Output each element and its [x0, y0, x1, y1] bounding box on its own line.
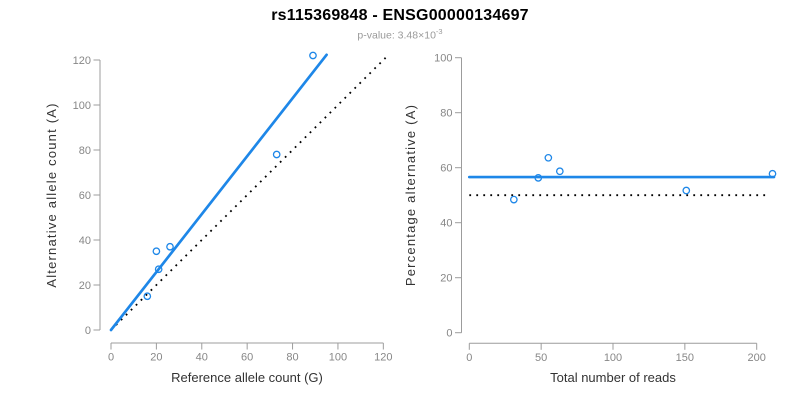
- percentage-alternative-x-tick-label: 100: [604, 352, 622, 364]
- percentage-alternative-y-tick-label: 100: [434, 53, 452, 65]
- pvalue-exponent: -3: [435, 27, 443, 36]
- percentage-alternative-data-point: [534, 174, 543, 182]
- percentage-alternative-y-axis-title: Percentage alternative (A): [403, 104, 418, 286]
- figure-subtitle: p-value: 3.48×10-3: [0, 27, 800, 42]
- allele-counts-data-point: [154, 265, 163, 274]
- pvalue-text: p-value: 3.48×10: [357, 29, 436, 42]
- allele-counts-x-tick-label: 100: [329, 352, 347, 364]
- allele-counts-y-tick-label: 80: [79, 145, 91, 157]
- percentage-alternative-x-tick-label: 200: [748, 352, 766, 364]
- percentage-alternative-y-tick-label: 40: [440, 218, 452, 230]
- allele-counts-x-axis-title: Reference allele count (G): [171, 370, 323, 385]
- allele-counts-y-tick-label: 100: [73, 100, 91, 112]
- allele-counts-data-point: [143, 292, 152, 301]
- allele-counts-data-point: [166, 242, 174, 251]
- percentage-alternative-y-tick-label: 0: [446, 328, 452, 340]
- allele-counts-y-axis-title: Alternative allele count (A): [44, 102, 59, 287]
- allele-counts-x-tick-label: 0: [108, 352, 114, 364]
- allele-counts-y-tick-label: 60: [79, 190, 91, 202]
- percentage-alternative-y-tick-label: 80: [440, 108, 452, 120]
- allele-counts-y-tick-label: 120: [73, 55, 91, 67]
- figure-title: rs115369848 - ENSG00000134697: [271, 7, 529, 24]
- allele-counts-fit-line: [109, 53, 328, 332]
- allele-counts-y-tick-label: 0: [85, 325, 91, 337]
- allele-counts-data-point: [272, 150, 281, 159]
- allele-counts-x-tick-label: 120: [374, 352, 392, 364]
- percentage-alternative-x-tick-label: 0: [466, 352, 472, 364]
- allele-counts-x-tick-label: 20: [150, 352, 162, 364]
- allele-counts-x-tick-label: 80: [286, 352, 298, 364]
- percentage-alternative-x-tick-label: 150: [676, 352, 694, 364]
- allele-counts-reference-line: [110, 57, 387, 331]
- percentage-alternative-y-tick-label: 20: [440, 273, 452, 285]
- allele-counts-data-point: [152, 247, 161, 256]
- allele-counts-x-tick-label: 60: [241, 352, 253, 364]
- allele-counts-y-tick-label: 40: [79, 235, 91, 247]
- allele-counts-x-tick-label: 40: [196, 352, 208, 364]
- percentage-alternative-data-point: [509, 195, 518, 204]
- allele-counts-data-point: [309, 51, 317, 60]
- percentage-alternative-data-point: [682, 186, 691, 195]
- percentage-alternative-y-tick-label: 60: [440, 163, 452, 175]
- percentage-alternative-data-point: [544, 153, 553, 162]
- percentage-alternative-data-point: [768, 169, 777, 178]
- allele-counts-y-tick-label: 20: [79, 280, 91, 292]
- percentage-alternative-x-axis-title: Total number of reads: [550, 370, 676, 385]
- percentage-alternative-x-tick-label: 50: [535, 352, 547, 364]
- percentage-alternative-data-point: [555, 167, 564, 176]
